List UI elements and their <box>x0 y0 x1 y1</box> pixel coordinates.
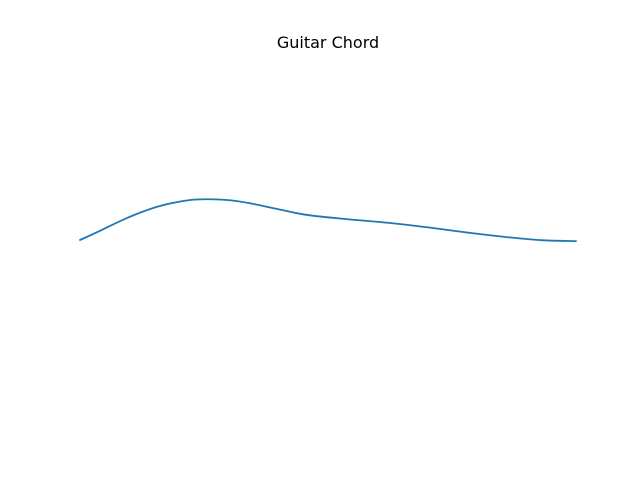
chart-title: Guitar Chord <box>276 33 380 52</box>
series-line-0 <box>79 198 577 242</box>
